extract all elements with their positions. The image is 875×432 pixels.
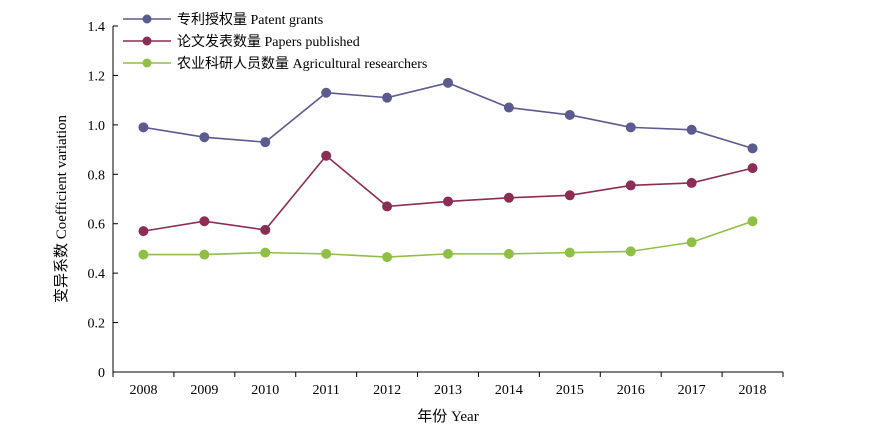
x-tick-label: 2015: [556, 383, 584, 398]
y-tick-label: 1.0: [88, 119, 106, 134]
data-point: [138, 249, 149, 260]
data-point: [321, 150, 332, 161]
data-point: [260, 224, 271, 235]
data-point: [321, 87, 332, 98]
x-tick-label: 2013: [434, 383, 462, 398]
data-point: [625, 122, 636, 133]
x-tick-label: 2017: [678, 383, 706, 398]
data-point: [503, 102, 514, 113]
y-ticks: 0 0.2 0.4 0.6 0.8 1.0 1.2 1.4: [88, 20, 118, 381]
legend-label: 农业科研人员数量 Agricultural researchers: [177, 56, 427, 72]
data-point: [564, 190, 575, 201]
y-axis-title: 变异系数 Coefficient variation: [53, 114, 70, 303]
legend-marker: [142, 36, 152, 46]
data-point: [260, 247, 271, 258]
series-line: [143, 154, 753, 232]
series-1: [138, 150, 758, 237]
y-tick-label: 0.8: [88, 168, 106, 183]
data-point: [382, 92, 393, 103]
data-point: [625, 180, 636, 191]
data-point: [443, 196, 453, 207]
series-layer: [138, 77, 758, 263]
y-tick-label: 0.2: [88, 317, 106, 332]
data-point: [382, 252, 393, 263]
y-tick-label: 1.2: [88, 69, 106, 84]
data-point: [138, 226, 149, 237]
series-2: [138, 216, 758, 263]
x-tick-label: 2008: [129, 383, 157, 398]
x-tick-label: 2012: [373, 383, 401, 398]
data-point: [564, 109, 575, 120]
series-0: [138, 77, 758, 154]
data-point: [199, 249, 210, 260]
data-point: [503, 192, 514, 203]
data-point: [747, 163, 758, 174]
x-axis-title: 年份 Year: [417, 408, 478, 425]
x-tick-label: 2016: [617, 383, 645, 398]
series-line: [143, 82, 753, 150]
data-point: [686, 124, 697, 135]
data-point: [443, 77, 453, 88]
data-point: [260, 137, 271, 148]
data-point: [199, 216, 210, 227]
x-tick-label: 2009: [190, 383, 218, 398]
data-point: [443, 248, 453, 259]
legend-label: 论文发表数量 Papers published: [177, 34, 360, 50]
data-point: [747, 143, 758, 154]
y-tick-label: 1.4: [88, 20, 106, 35]
data-point: [686, 237, 697, 248]
y-tick-label: 0.4: [88, 267, 106, 282]
x-tick-label: 2010: [251, 383, 279, 398]
data-point: [382, 201, 393, 212]
legend-marker: [142, 14, 152, 24]
x-ticks: 2008 2009 2010 2011 2012 2013 2014 2015 2016 2017…: [112, 372, 784, 398]
legend-label: 专利授权量 Patent grants: [177, 12, 323, 28]
data-point: [625, 246, 636, 257]
data-point: [199, 132, 210, 143]
x-tick-label: 2011: [312, 383, 339, 398]
data-point: [686, 177, 697, 188]
data-point: [747, 216, 758, 227]
data-point: [503, 248, 514, 259]
axes: [112, 26, 783, 373]
legend-marker: [142, 58, 152, 68]
y-tick-label: 0.6: [88, 218, 106, 233]
y-tick-label: 0: [98, 366, 105, 381]
legend: 专利授权量 Patent grants 论文发表数量 Papers publish…: [123, 12, 427, 72]
x-tick-label: 2014: [495, 383, 523, 398]
data-point: [564, 247, 575, 258]
data-point: [138, 122, 149, 133]
data-point: [321, 248, 332, 259]
x-tick-label: 2018: [739, 383, 767, 398]
